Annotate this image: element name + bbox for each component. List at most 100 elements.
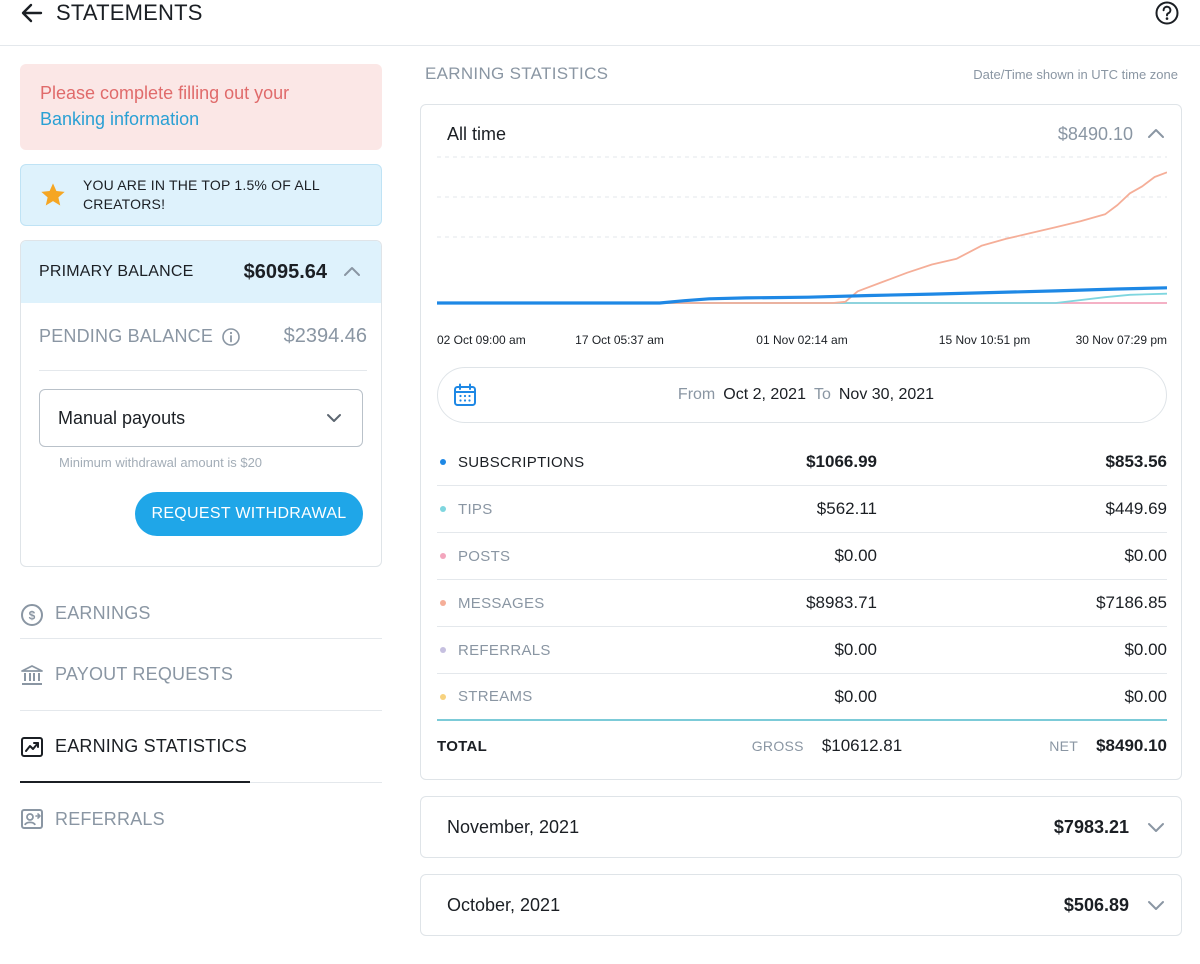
x-tick-label: 17 Oct 05:37 am <box>575 333 664 347</box>
date-range-picker[interactable]: From Oct 2, 2021 To Nov 30, 2021 <box>437 367 1167 423</box>
month-label: October, 2021 <box>447 894 561 915</box>
row-gross: $0.00 <box>834 640 877 659</box>
left-column: Please complete filling out your Banking… <box>20 64 382 855</box>
series-dot <box>440 693 446 700</box>
trending-chart-icon <box>21 736 43 757</box>
series-dot <box>440 506 446 512</box>
chevron-up-icon[interactable] <box>341 261 363 283</box>
row-label: STREAMS <box>458 688 533 705</box>
minimum-withdrawal-note: Minimum withdrawal amount is $20 <box>59 455 263 470</box>
referral-user-icon <box>21 809 43 829</box>
payout-method-select[interactable]: Manual payouts <box>39 389 363 447</box>
gross-total: $10612.81 <box>821 736 903 755</box>
series-dot <box>440 459 446 465</box>
svg-text:$: $ <box>29 609 36 623</box>
table-row-messages: MESSAGES $8983.71 $7186.85 <box>437 580 1167 627</box>
page-title: STATEMENTS <box>56 0 203 25</box>
table-row-tips: TIPS $562.11 $449.69 <box>437 486 1167 533</box>
row-net: $0.00 <box>1124 546 1167 565</box>
row-gross: $562.11 <box>816 499 877 518</box>
primary-balance-row[interactable]: PRIMARY BALANCE $6095.64 <box>21 241 381 303</box>
month-row-november[interactable]: November, 2021 $7983.21 <box>420 796 1182 858</box>
month-total: $506.89 <box>1063 894 1129 915</box>
earning-statistics-card: All time $8490.10 02 Oct 09:00 am 17 Oct … <box>420 104 1182 780</box>
star-icon <box>41 183 65 206</box>
row-label: TIPS <box>458 500 493 518</box>
table-row-posts: POSTS $0.00 $0.00 <box>437 533 1167 580</box>
date-to-value[interactable]: Nov 30, 2021 <box>838 386 935 403</box>
row-net: $0.00 <box>1124 640 1167 659</box>
help-circle-icon <box>1155 1 1179 25</box>
row-label: POSTS <box>458 547 511 565</box>
x-tick-label: 01 Nov 02:14 am <box>756 333 848 347</box>
chevron-down-icon <box>327 414 341 422</box>
chevron-up-icon[interactable] <box>1145 123 1167 145</box>
series-dot <box>440 600 446 606</box>
x-axis-ticks: 02 Oct 09:00 am 17 Oct 05:37 am 01 Nov 02:… <box>437 333 1167 351</box>
pending-balance-row: PENDING BALANCE $2394.46 <box>39 303 367 371</box>
row-gross: $1066.99 <box>806 452 877 471</box>
x-tick-label: 15 Nov 10:51 pm <box>938 333 1031 347</box>
month-label: November, 2021 <box>447 816 580 837</box>
nav-item-payout-requests[interactable]: PAYOUT REQUESTS <box>20 639 382 711</box>
arrow-left-icon <box>21 3 43 23</box>
nav-item-earning-statistics[interactable]: EARNING STATISTICS <box>20 711 382 783</box>
date-from-label: From <box>677 386 716 403</box>
bank-icon <box>21 664 43 685</box>
period-label: All time <box>447 123 507 144</box>
request-withdrawal-button[interactable]: REQUEST WITHDRAWAL <box>135 492 363 536</box>
nav-item-referrals[interactable]: REFERRALS <box>20 783 382 855</box>
earnings-breakdown-table: SUBSCRIPTIONS $1066.99 $853.56 TIPS $562… <box>437 439 1167 771</box>
period-header[interactable]: All time $8490.10 <box>447 121 1167 147</box>
top-creator-badge: YOU ARE IN THE TOP 1.5% OF ALL CREATORS! <box>20 164 382 226</box>
banking-alert: Please complete filling out your Banking… <box>20 64 382 150</box>
nav-item-earnings[interactable]: $ EARNINGS <box>20 603 382 639</box>
back-button[interactable] <box>18 0 46 26</box>
net-label: NET <box>1049 738 1079 754</box>
gross-label: GROSS <box>751 738 804 754</box>
chevron-down-icon[interactable] <box>1145 894 1167 916</box>
x-tick-label: 30 Nov 07:29 pm <box>1075 333 1167 347</box>
primary-balance-label: PRIMARY BALANCE <box>39 263 194 280</box>
nav-item-label: PAYOUT REQUESTS <box>55 664 234 684</box>
section-title: EARNING STATISTICS <box>425 64 609 83</box>
payout-method-value: Manual payouts <box>58 407 186 428</box>
nav-item-label: REFERRALS <box>55 808 165 829</box>
nav-item-label: EARNINGS <box>55 603 151 623</box>
table-total-row: TOTAL GROSS $10612.81 NET $8490.10 <box>437 721 1167 771</box>
right-column: EARNING STATISTICS Date/Time shown in UT… <box>420 60 1182 936</box>
statements-nav: $ EARNINGS PAYOUT REQUESTS EARNING STATI… <box>20 603 382 855</box>
help-button[interactable] <box>1154 0 1180 26</box>
top-creator-text: YOU ARE IN THE TOP 1.5% OF ALL CREATORS! <box>83 177 320 212</box>
info-icon[interactable] <box>221 327 241 347</box>
earnings-line-chart <box>437 156 1167 305</box>
banking-alert-text: Please complete filling out your <box>40 83 290 103</box>
section-header: EARNING STATISTICS Date/Time shown in UT… <box>420 60 1182 88</box>
row-gross: $8983.71 <box>806 593 877 612</box>
row-net: $0.00 <box>1124 686 1167 706</box>
primary-balance-value: $6095.64 <box>243 260 327 283</box>
pending-balance-value: $2394.46 <box>283 325 367 347</box>
banking-information-link[interactable]: Banking information <box>40 109 200 129</box>
row-net: $449.69 <box>1105 499 1167 518</box>
x-tick-label: 02 Oct 09:00 am <box>437 333 526 347</box>
month-row-october[interactable]: October, 2021 $506.89 <box>420 874 1182 936</box>
row-gross: $0.00 <box>834 546 877 565</box>
month-total: $7983.21 <box>1053 816 1129 837</box>
row-label: SUBSCRIPTIONS <box>458 453 585 471</box>
chevron-down-icon[interactable] <box>1145 816 1167 838</box>
net-total: $8490.10 <box>1096 736 1167 755</box>
date-to-label: To <box>813 386 831 403</box>
row-gross: $0.00 <box>834 686 877 706</box>
row-net: $7186.85 <box>1096 593 1167 612</box>
balance-card: PRIMARY BALANCE $6095.64 PENDING BALANCE… <box>20 240 382 567</box>
date-from-value[interactable]: Oct 2, 2021 <box>723 386 806 403</box>
pending-balance-label: PENDING BALANCE <box>39 326 214 346</box>
table-row-streams: STREAMS $0.00 $0.00 <box>437 674 1167 721</box>
table-row-referrals: REFERRALS $0.00 $0.00 <box>437 627 1167 674</box>
total-label: TOTAL <box>437 737 488 755</box>
series-dot <box>440 553 446 559</box>
row-net: $853.56 <box>1105 452 1167 471</box>
calendar-icon <box>454 383 476 406</box>
table-row-subscriptions: SUBSCRIPTIONS $1066.99 $853.56 <box>437 439 1167 486</box>
